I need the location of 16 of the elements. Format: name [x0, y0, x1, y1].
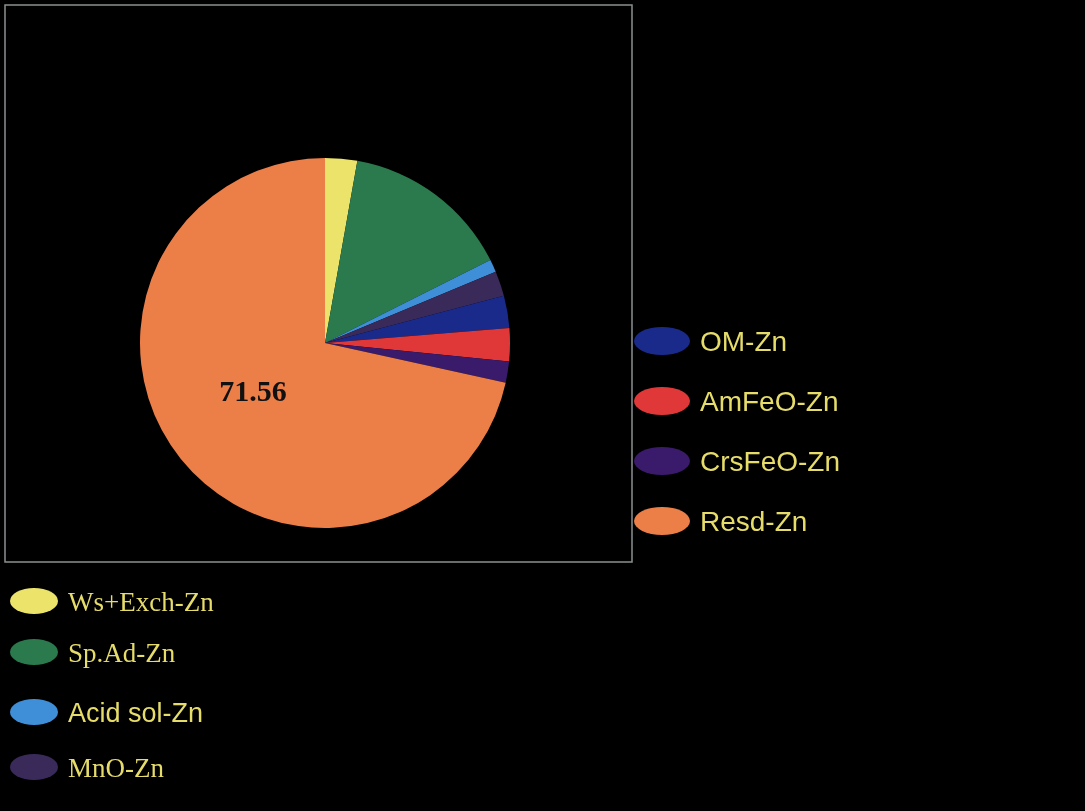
legend-label: Ws+Exch-Zn	[68, 587, 215, 617]
pie-slice	[325, 260, 496, 343]
legend-label: Resd-Zn	[700, 506, 808, 537]
data-label: 71.56	[219, 373, 287, 407]
pie-slice	[325, 295, 510, 343]
pie-slice	[325, 158, 358, 343]
pie-slice	[325, 271, 504, 343]
legend-label: Acid sol-Zn	[68, 698, 204, 728]
legend-label: Sp.Ad-Zn	[68, 638, 176, 668]
pie-slice	[325, 160, 491, 343]
pie-slice	[325, 343, 510, 383]
legend-label: MnO-Zn	[68, 753, 165, 783]
pie-slice	[140, 158, 506, 528]
legend-label: AmFeO-Zn	[700, 386, 839, 417]
legend-label: OM-Zn	[700, 326, 788, 357]
legend-label: CrsFeO-Zn	[700, 446, 840, 477]
